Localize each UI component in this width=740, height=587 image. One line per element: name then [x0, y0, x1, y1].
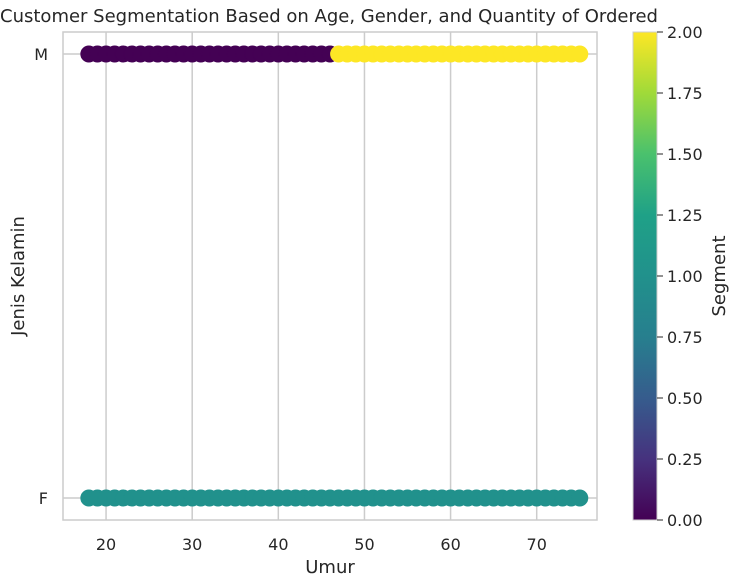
plot-area [62, 31, 598, 521]
points [80, 45, 589, 507]
scatter-point [571, 489, 589, 507]
y-axis: FM [34, 45, 48, 508]
scatter-point [571, 45, 589, 63]
colorbar-tick-label: 1.25 [667, 206, 703, 225]
colorbar-tick-label: 2.00 [667, 23, 703, 42]
colorbar-tick-label: 0.00 [667, 511, 703, 530]
colorbar-ticks: 0.00 0.25 0.50 0.75 1.00 1.25 1.50 1.75 2.00 [657, 23, 703, 530]
y-axis-label: Jenis Kelamin [8, 216, 29, 337]
colorbar-tick-label: 1.75 [667, 84, 703, 103]
x-axis-label: Umur [305, 557, 355, 578]
colorbar-tick-label: 0.75 [667, 328, 703, 347]
chart-title: Customer Segmentation Based on Age, Gend… [0, 6, 658, 27]
colorbar-tick-label: 0.25 [667, 450, 703, 469]
x-tick-label: 50 [354, 535, 374, 554]
x-tick-label: 70 [527, 535, 547, 554]
colorbar-gradient [632, 31, 658, 521]
colorbar-tick-label: 0.50 [667, 389, 703, 408]
x-tick-label: 30 [182, 535, 202, 554]
x-axis: 20 30 40 50 60 70 [96, 535, 547, 554]
y-tick-label: M [34, 45, 48, 64]
x-tick-label: 20 [96, 535, 116, 554]
y-tick-label: F [39, 489, 48, 508]
colorbar-label: Segment [709, 236, 730, 317]
colorbar: 0.00 0.25 0.50 0.75 1.00 1.25 1.50 1.75 2.00 Seg… [632, 23, 730, 530]
x-tick-label: 60 [440, 535, 460, 554]
x-tick-label: 40 [268, 535, 288, 554]
colorbar-tick-label: 1.00 [667, 267, 703, 286]
plot-frame [62, 31, 598, 521]
colorbar-tick-label: 1.50 [667, 145, 703, 164]
